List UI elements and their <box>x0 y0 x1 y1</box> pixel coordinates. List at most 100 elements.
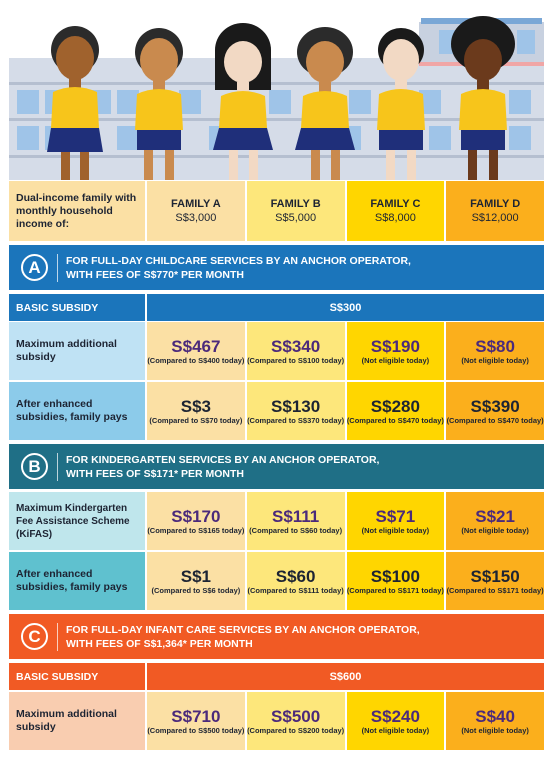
comparison-note: (Compared to S$171 today) <box>346 586 444 595</box>
infographic: Dual-income family with monthly househol… <box>9 0 544 758</box>
children-illustration <box>9 0 544 180</box>
subsidy-amount: S$467 <box>171 337 221 356</box>
section-b-badge: B <box>21 453 48 480</box>
comparison-note: (Compared to S$171 today) <box>446 586 544 595</box>
payment-amount: S$150 <box>470 567 520 586</box>
value-cell: S$111 (Compared to S$60 today) <box>246 492 345 550</box>
family-income: S$8,000 <box>374 212 416 224</box>
section-c-title-line1: FOR FULL-DAY INFANT CARE SERVICES BY AN … <box>66 623 420 636</box>
value-cell: S$170 (Compared to S$165 today) <box>147 492 245 550</box>
subsidy-amount: S$710 <box>171 707 221 726</box>
comparison-note: (Compared to S$400 today) <box>147 356 245 365</box>
value-cell: S$3 (Compared to S$70 today) <box>147 382 245 440</box>
value-cell: S$21 (Not eligible today) <box>446 492 544 550</box>
comparison-note: (Compared to S$370 today) <box>247 416 345 425</box>
section-b-row-kifas: Maximum Kindergarten Fee Assistance Sche… <box>9 492 544 550</box>
section-a-title-line2: WITH FEES OF S$770* PER MONTH <box>66 268 244 281</box>
payment-amount: S$390 <box>470 397 520 416</box>
subsidy-amount: S$190 <box>370 337 420 356</box>
subsidy-amount: S$170 <box>171 507 221 526</box>
comparison-note: (Compared to S$165 today) <box>147 526 245 535</box>
row-label: Maximum additional subsidy <box>9 322 145 380</box>
basic-subsidy-label: BASIC SUBSIDY <box>9 663 145 690</box>
section-b-title-line1: FOR KINDERGARTEN SERVICES BY AN ANCHOR O… <box>66 453 380 466</box>
payment-amount: S$100 <box>370 567 420 586</box>
section-a-banner: A FOR FULL-DAY CHILDCARE SERVICES BY AN … <box>9 245 544 290</box>
income-row-label: Dual-income family with monthly househol… <box>9 181 145 241</box>
value-cell: S$240 (Not eligible today) <box>346 692 445 750</box>
value-cell: S$100 (Compared to S$171 today) <box>346 552 445 610</box>
family-name: FAMILY C <box>370 198 421 210</box>
subsidy-amount: S$340 <box>271 337 321 356</box>
payment-amount: S$280 <box>370 397 420 416</box>
comparison-note: (Not eligible today) <box>461 526 529 535</box>
subsidy-amount: S$40 <box>475 707 515 726</box>
family-a-header: FAMILY A S$3,000 <box>147 181 245 241</box>
basic-subsidy-value: S$600 <box>147 663 544 690</box>
school-building-illustration <box>9 16 544 180</box>
value-cell: S$500 (Compared to S$200 today) <box>246 692 345 750</box>
value-cell: S$60 (Compared to S$111 today) <box>246 552 345 610</box>
section-b-title-line2: WITH FEES OF S$171* PER MONTH <box>66 467 244 480</box>
comparison-note: (Not eligible today) <box>361 356 430 365</box>
basic-subsidy-value: S$300 <box>147 294 544 321</box>
comparison-note: (Compared to S$100 today) <box>247 356 345 365</box>
value-cell: S$80 (Not eligible today) <box>446 322 544 380</box>
section-c-title-line2: WITH FEES OF S$1,364* PER MONTH <box>66 637 253 650</box>
row-label: Maximum Kindergarten Fee Assistance Sche… <box>9 492 145 550</box>
subsidy-amount: S$71 <box>375 507 416 526</box>
value-cell: S$467 (Compared to S$400 today) <box>147 322 245 380</box>
section-b-title: FOR KINDERGARTEN SERVICES BY AN ANCHOR O… <box>57 452 380 481</box>
section-c-basic-subsidy-row: BASIC SUBSIDY S$600 <box>9 663 544 690</box>
section-a-basic-subsidy-row: BASIC SUBSIDY S$300 <box>9 294 544 321</box>
subsidy-amount: S$240 <box>370 707 420 726</box>
family-income: S$5,000 <box>275 212 317 224</box>
section-c-title: FOR FULL-DAY INFANT CARE SERVICES BY AN … <box>57 622 420 651</box>
value-cell: S$190 (Not eligible today) <box>346 322 445 380</box>
section-c-row-max-subsidy: Maximum additional subsidy S$710 (Compar… <box>9 692 544 750</box>
comparison-note: (Compared to S$500 today) <box>147 726 245 735</box>
child-figures <box>47 16 515 180</box>
value-cell: S$71 (Not eligible today) <box>346 492 445 550</box>
comparison-note: (Compared to S$111 today) <box>247 586 344 595</box>
value-cell: S$340 (Compared to S$100 today) <box>246 322 345 380</box>
section-a-title: FOR FULL-DAY CHILDCARE SERVICES BY AN AN… <box>57 253 411 282</box>
comparison-note: (Compared to S$6 today) <box>151 586 241 595</box>
value-cell: S$390 (Compared to S$470 today) <box>446 382 544 440</box>
comparison-note: (Compared to S$470 today) <box>446 416 544 425</box>
comparison-note: (Compared to S$200 today) <box>247 726 345 735</box>
comparison-note: (Not eligible today) <box>461 726 529 735</box>
section-a-row-family-pays: After enhanced subsidies, family pays S$… <box>9 382 544 440</box>
value-cell: S$130 (Compared to S$370 today) <box>246 382 345 440</box>
family-c-header: FAMILY C S$8,000 <box>346 181 445 241</box>
value-cell: S$710 (Compared to S$500 today) <box>147 692 245 750</box>
value-cell: S$280 (Compared to S$470 today) <box>346 382 445 440</box>
section-c-banner: C FOR FULL-DAY INFANT CARE SERVICES BY A… <box>9 614 544 659</box>
row-label: After enhanced subsidies, family pays <box>9 382 145 440</box>
section-a-badge: A <box>21 254 48 281</box>
row-label: After enhanced subsidies, family pays <box>9 552 145 610</box>
payment-amount: S$1 <box>180 567 211 586</box>
payment-amount: S$60 <box>275 567 316 586</box>
family-name: FAMILY A <box>171 198 221 210</box>
family-income: S$12,000 <box>471 212 519 224</box>
payment-amount: S$130 <box>271 397 321 416</box>
family-name: FAMILY B <box>270 198 321 210</box>
value-cell: S$150 (Compared to S$171 today) <box>446 552 544 610</box>
basic-subsidy-label: BASIC SUBSIDY <box>9 294 145 321</box>
comparison-note: (Not eligible today) <box>361 526 430 535</box>
subsidy-amount: S$500 <box>271 707 321 726</box>
family-b-header: FAMILY B S$5,000 <box>246 181 345 241</box>
family-name: FAMILY D <box>470 198 521 210</box>
row-label: Maximum additional subsidy <box>9 692 145 750</box>
subsidy-amount: S$21 <box>475 507 515 526</box>
value-cell: S$1 (Compared to S$6 today) <box>147 552 245 610</box>
family-income: S$3,000 <box>175 212 217 224</box>
value-cell: S$40 (Not eligible today) <box>446 692 544 750</box>
comparison-note: (Not eligible today) <box>361 726 430 735</box>
family-header-row: Dual-income family with monthly househol… <box>9 181 544 241</box>
payment-amount: S$3 <box>180 397 211 416</box>
comparison-note: (Compared to S$470 today) <box>346 416 444 425</box>
section-b-banner: B FOR KINDERGARTEN SERVICES BY AN ANCHOR… <box>9 444 544 489</box>
comparison-note: (Not eligible today) <box>461 356 529 365</box>
